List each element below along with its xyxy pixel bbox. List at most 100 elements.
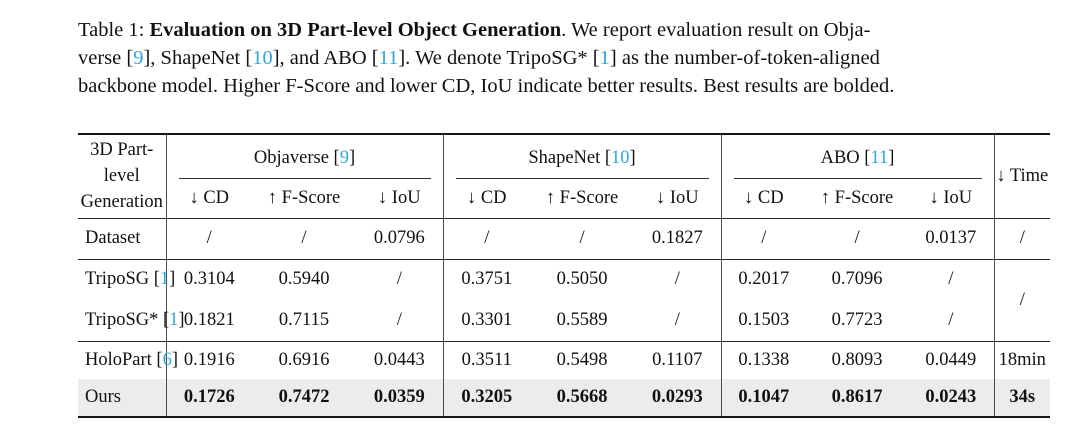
metric-header-iou: ↓ IoU — [634, 180, 722, 219]
metric-cell: / — [530, 218, 635, 260]
metric-cell: 0.0449 — [925, 349, 977, 370]
metric-cell: 0.7723 — [806, 300, 909, 342]
group-underline — [455, 178, 709, 179]
time-cell: / — [993, 259, 1051, 342]
metric-cell: / — [674, 269, 680, 290]
time-cell: / — [993, 218, 1051, 260]
metric-cell: 0.7472 — [252, 379, 356, 417]
metric-cell: 0.1338 — [720, 341, 807, 379]
group-name: Objaverse [9] — [167, 142, 443, 174]
text-run: ]. We denote TripoSG* [ — [398, 47, 600, 69]
metric-cell: 0.1503 — [720, 300, 807, 342]
metric-cell: 0.6916 — [278, 349, 330, 370]
metric-header-cd: ↓ CD — [165, 180, 252, 219]
group-name: ShapeNet [10] — [444, 142, 721, 174]
metric-cell: / — [442, 218, 531, 260]
row-holopart: HoloPart [6] 0.1916 0.6916 0.0443 0.3511… — [78, 341, 1051, 379]
stub-header-line1: 3D Part-level — [90, 140, 154, 187]
metric-cell: 0.3104 — [165, 259, 252, 300]
metric-cell: 0.2017 — [720, 259, 807, 300]
metric-cell: 0.1726 — [165, 379, 252, 417]
row-triposg: TripoSG [1] 0.3104 0.5940 / 0.3751 0.505… — [78, 259, 1051, 342]
citation-link[interactable]: 9 — [133, 47, 144, 69]
row-label: TripoSG* [1] — [78, 300, 185, 342]
metric-cell: / — [165, 218, 252, 260]
metric-cell: / — [396, 269, 402, 290]
text-run: ] as the number-of-token-aligned — [609, 47, 880, 69]
text-run: verse [ — [78, 47, 134, 69]
time-header: ↓ Time — [993, 134, 1051, 219]
metric-cell: 0.8093 — [831, 349, 883, 370]
time-cell: 34s — [993, 379, 1051, 417]
metric-cell: 0.5498 — [556, 349, 608, 370]
citation-link[interactable]: 9 — [339, 148, 349, 168]
row-triposg-star: TripoSG* [1] 0.1821 0.7115 / 0.3301 0.55… — [78, 300, 1050, 342]
metric-cell: 0.1107 — [652, 349, 703, 370]
row-label: Dataset — [78, 218, 166, 260]
metric-cell: / — [356, 300, 444, 342]
metric-cell: / — [720, 218, 807, 260]
metric-header-fscore: ↑ F-Score — [530, 180, 635, 219]
group-header-shapenet: ShapeNet [10] — [442, 134, 722, 180]
metric-cell: 0.8617 — [806, 379, 909, 417]
caption-line-3: backbone model. Higher F-Score and lower… — [78, 72, 1060, 100]
metric-cell: 0.7115 — [252, 300, 356, 342]
metric-header-iou: ↓ IoU — [356, 180, 444, 219]
metric-cell: 0.0796 — [356, 218, 444, 260]
text-run: ] — [169, 269, 176, 290]
text-run: ] — [629, 148, 636, 168]
metric-cell: / — [806, 218, 909, 260]
text-run: ABO [ — [820, 148, 871, 168]
text-run: backbone model. Higher F-Score and lower… — [78, 75, 895, 97]
citation-link[interactable]: 10 — [611, 148, 630, 168]
metric-header-cd: ↓ CD — [720, 180, 807, 219]
text-run: ShapeNet [ — [528, 148, 612, 168]
group-name: ABO [11] — [722, 142, 994, 174]
metric-header-cd: ↓ CD — [442, 180, 531, 219]
text-run: HoloPart [ — [85, 349, 163, 370]
metric-cell: 0.5668 — [530, 379, 635, 417]
metric-cell: / — [948, 269, 954, 290]
metric-cell: 0.1916 — [165, 341, 252, 379]
citation-link[interactable]: 6 — [162, 349, 172, 370]
stub-header: 3D Part-level Generation — [78, 134, 166, 219]
text-run: . We report evaluation result on Obja- — [561, 19, 871, 41]
metric-cell: / — [908, 300, 995, 342]
header-group-row: 3D Part-level Generation Objaverse [9] S… — [78, 134, 1051, 219]
table-caption: Table 1: Evaluation on 3D Part-level Obj… — [78, 16, 1060, 100]
text-run: ], and ABO [ — [272, 47, 379, 69]
text-run: ], ShapeNet [ — [143, 47, 253, 69]
metric-cell: 0.1821 — [165, 300, 252, 342]
group-underline — [733, 178, 982, 179]
metric-cell: 0.1047 — [720, 379, 807, 417]
caption-line-1: Table 1: Evaluation on 3D Part-level Obj… — [78, 16, 1060, 44]
metric-cell: 0.0443 — [373, 349, 425, 370]
group-underline — [178, 178, 431, 179]
row-label: TripoSG [1] — [78, 259, 175, 300]
citation-link[interactable]: 1 — [599, 47, 610, 69]
row-label: HoloPart [6] — [78, 341, 178, 379]
caption-line-2: verse [9], ShapeNet [10], and ABO [11]. … — [78, 44, 1060, 72]
stub-header-line2: Generation — [80, 192, 163, 213]
citation-link[interactable]: 11 — [870, 148, 889, 168]
citation-link[interactable]: 10 — [252, 47, 273, 69]
text-run: ] — [348, 148, 356, 168]
citation-link[interactable]: 1 — [169, 309, 179, 330]
text-run: ] — [178, 309, 185, 330]
group-header-objaverse: Objaverse [9] — [165, 134, 444, 180]
metric-cell: 0.7096 — [831, 269, 883, 290]
text-run: ] — [171, 349, 179, 370]
text-run: Table 1: — [78, 19, 150, 41]
text-run: TripoSG [ — [85, 269, 160, 290]
citation-link[interactable]: 11 — [378, 47, 399, 69]
metric-cell: 0.5940 — [278, 269, 330, 290]
metric-cell: 0.5589 — [530, 300, 635, 342]
metric-cell: 0.0359 — [356, 379, 444, 417]
row-ours: Ours 0.1726 0.7472 0.0359 0.3205 0.5668 … — [78, 379, 1051, 417]
metric-cell: 0.3751 — [442, 259, 531, 300]
group-header-abo: ABO [11] — [720, 134, 995, 180]
paper-page: Table 1: Evaluation on 3D Part-level Obj… — [78, 16, 1060, 418]
text-run: Objaverse [ — [253, 148, 340, 168]
citation-link[interactable]: 1 — [159, 269, 170, 290]
text-run: Evaluation on 3D Part-level Object Gener… — [149, 19, 562, 41]
